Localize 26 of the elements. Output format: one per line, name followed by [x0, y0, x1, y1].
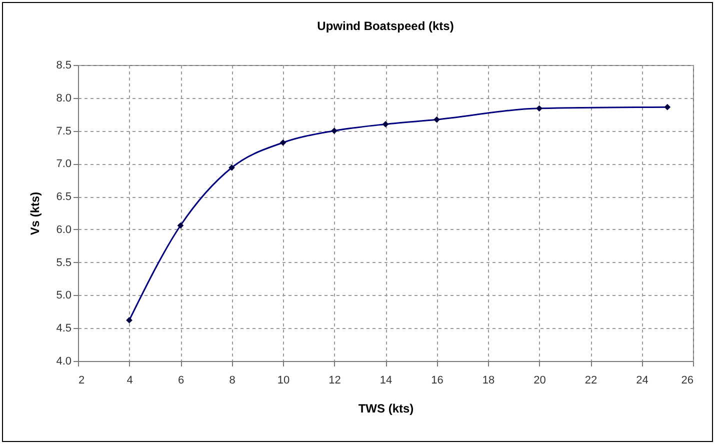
y-tick-label: 5.5: [56, 256, 72, 269]
y-tick-label: 8.0: [56, 92, 72, 104]
y-tick-label: 8.5: [56, 60, 72, 72]
x-tick-label: 16: [431, 374, 444, 386]
x-tick-label: 22: [584, 374, 598, 386]
y-tick-label: 4.0: [56, 356, 72, 368]
y-tick-label: 7.0: [56, 158, 72, 170]
x-tick-label: 26: [681, 374, 694, 386]
x-tick-label: 12: [328, 374, 341, 386]
y-tick-label: 7.5: [56, 125, 72, 138]
y-tick-label: 5.0: [56, 290, 72, 302]
y-axis-title: Vs (kts): [28, 192, 42, 236]
x-tick-label: 14: [380, 374, 392, 386]
x-tick-label: 8: [229, 374, 236, 386]
x-tick-label: 20: [534, 374, 546, 386]
x-tick-label: 18: [482, 374, 495, 386]
x-axis-title: TWS (kts): [358, 402, 414, 416]
y-tick-label: 6.0: [56, 224, 72, 236]
x-tick-label: 4: [126, 374, 133, 386]
y-tick-label: 4.5: [56, 322, 72, 335]
chart-title: Upwind Boatspeed (kts): [317, 19, 454, 33]
x-tick-label: 10: [277, 374, 290, 386]
x-tick-label: 2: [78, 374, 85, 386]
x-tick-label: 6: [178, 374, 184, 386]
y-tick-label: 6.5: [56, 191, 72, 204]
x-tick-label: 24: [636, 374, 648, 386]
